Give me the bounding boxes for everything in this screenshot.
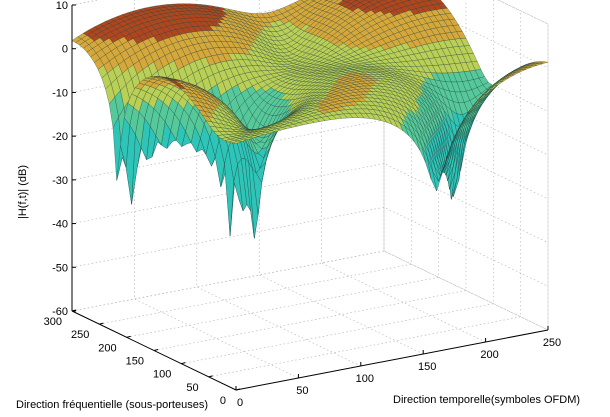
x-tick-label: 100 [356, 373, 374, 385]
surface-mesh [71, 0, 549, 239]
grid-line-x [134, 0, 299, 379]
x-axis-label: Direction temporelle(symboles OFDM) [393, 394, 580, 406]
z-tick-label: -30 [52, 175, 68, 187]
y-tick-label: 100 [153, 369, 171, 381]
x-tick-label: 250 [543, 337, 561, 349]
z-tick-label: -40 [52, 219, 68, 231]
y-tick-mark [153, 349, 159, 351]
axis-line [235, 329, 549, 391]
y-tick-mark [71, 309, 77, 312]
surface-patch [310, 0, 316, 2]
grid-line-x [258, 0, 424, 355]
x-tick-label: 0 [237, 397, 243, 409]
surface-patch [231, 140, 242, 144]
y-tick-labels: 0 50 100 150 200 250 300 [44, 309, 241, 407]
grid-line-x [383, 0, 549, 331]
y-tick-label: 50 [186, 382, 198, 394]
z-tick-label: -60 [52, 306, 68, 318]
z-tick-label: 10 [56, 0, 68, 12]
z-axis-label: |H(f,t)| (dB) [17, 165, 29, 219]
grid-line-x [196, 0, 361, 367]
y-tick-label: 300 [44, 316, 62, 328]
y-tick-mark [235, 388, 241, 391]
z-tick-label: -10 [52, 87, 68, 99]
y-axis-label: Direction fréquentielle (sous-porteuses) [16, 399, 208, 411]
y-tick-label: 150 [126, 356, 144, 368]
y-tick-label: 0 [220, 395, 226, 407]
z-tick-label: 0 [62, 44, 68, 56]
y-tick-mark [208, 375, 213, 378]
z-tick-label: -20 [52, 131, 68, 143]
z-tick-labels: 10 0 -10 -20 -30 -40 -50 -60 [52, 0, 76, 318]
x-tick-labels: 0 50 100 150 200 250 [235, 326, 561, 409]
y-tick-label: 250 [71, 329, 89, 341]
z-tick-label: -50 [52, 262, 68, 274]
x-tick-label: 150 [418, 361, 436, 373]
y-tick-mark [99, 322, 104, 325]
grid-line-x [321, 0, 486, 343]
y-tick-mark [181, 362, 186, 365]
y-tick-label: 200 [98, 342, 116, 354]
x-tick-label: 200 [480, 349, 498, 361]
x-tick-label: 50 [296, 385, 308, 397]
y-tick-mark [126, 335, 131, 338]
